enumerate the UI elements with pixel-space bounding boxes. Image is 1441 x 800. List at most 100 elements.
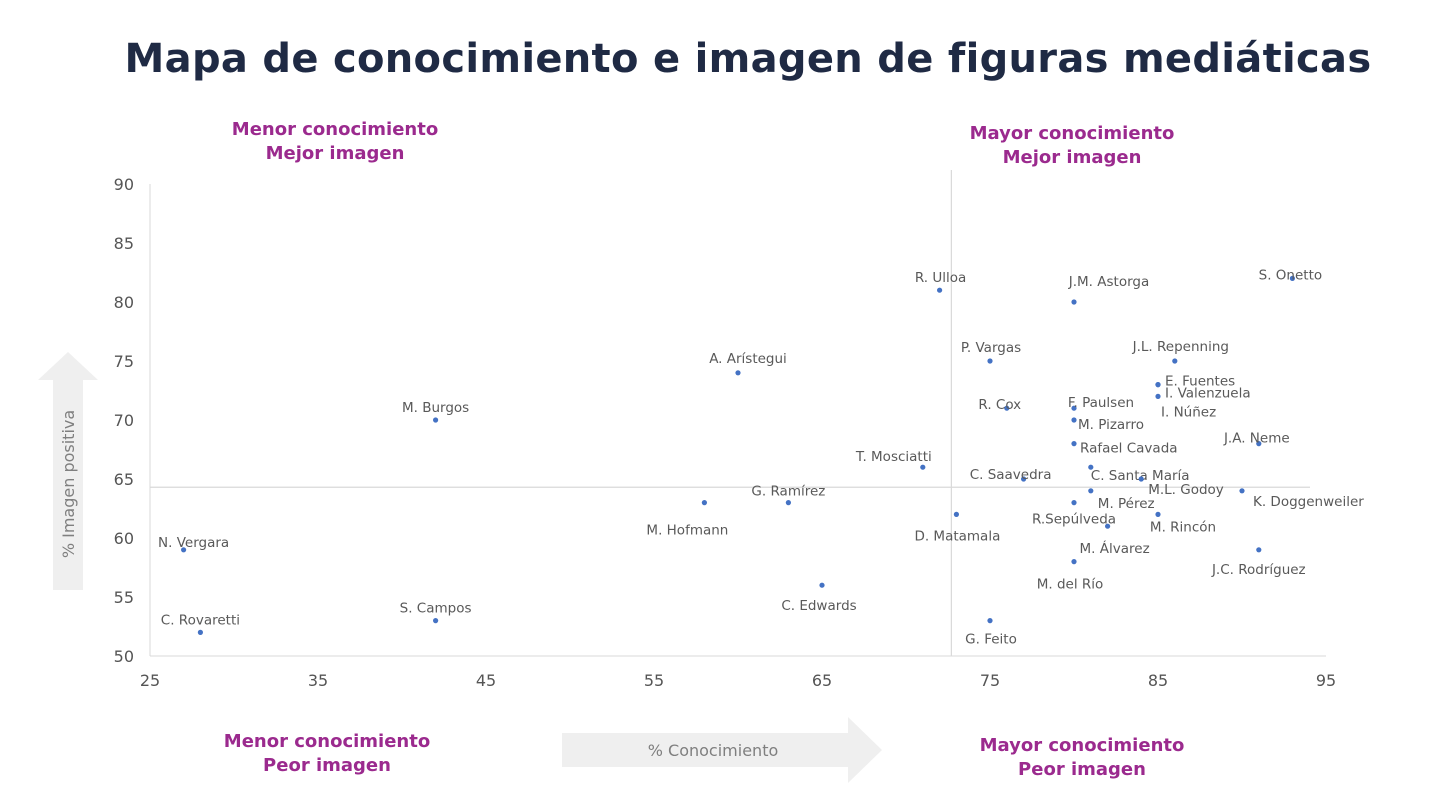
data-point: F. Paulsen <box>1068 395 1134 411</box>
point-marker <box>735 370 741 376</box>
y-tick-label: 55 <box>114 588 134 607</box>
quadrant-line: Menor conocimiento <box>223 731 431 752</box>
quadrant-line: Mayor conocimiento <box>979 735 1185 756</box>
point-label: S. Campos <box>400 601 472 617</box>
point-label: I. Valenzuela <box>1165 386 1251 402</box>
data-point: M. del Río <box>1037 559 1104 593</box>
point-marker <box>1088 488 1094 494</box>
data-point: R. Ulloa <box>915 270 966 293</box>
point-marker <box>920 464 926 470</box>
data-point: A. Arístegui <box>709 351 787 376</box>
point-label: E. Fuentes <box>1165 374 1235 390</box>
data-point: M.L. Godoy <box>1138 476 1224 498</box>
quadrant-label-top-left: Menor conocimiento Mejor imagen <box>200 118 470 166</box>
point-marker <box>1256 441 1262 447</box>
quadrant-label-top-right: Mayor conocimiento Mejor imagen <box>937 122 1207 170</box>
point-marker <box>1155 382 1161 388</box>
point-label: I. Núñez <box>1161 404 1216 420</box>
point-label: G. Ramírez <box>751 484 825 500</box>
point-marker <box>937 287 943 293</box>
x-tick-label: 75 <box>980 671 1000 690</box>
x-tick-label: 65 <box>812 671 832 690</box>
point-label: A. Arístegui <box>709 351 787 367</box>
data-point: P. Vargas <box>961 340 1021 364</box>
point-label: D. Matamala <box>914 528 1000 544</box>
point-marker <box>181 547 187 553</box>
point-marker <box>1071 441 1077 447</box>
data-point: I. Valenzuela <box>1155 382 1251 402</box>
data-point: M. Pizarro <box>1071 417 1144 433</box>
point-label: R.Sepúlveda <box>1032 512 1116 528</box>
quadrant-line: Mayor conocimiento <box>969 123 1175 144</box>
point-marker <box>701 500 708 506</box>
data-point: R.Sepúlveda <box>1032 500 1116 528</box>
y-tick-label: 85 <box>114 234 134 253</box>
x-tick-label: 55 <box>644 671 664 690</box>
y-tick-label: 90 <box>114 175 134 194</box>
point-label: M. Pizarro <box>1078 417 1144 433</box>
point-label: C. Saavedra <box>970 467 1052 483</box>
data-point: M. Burgos <box>402 400 469 423</box>
point-marker <box>953 511 960 517</box>
y-tick-label: 70 <box>114 411 134 430</box>
point-label: K. Doggenweiler <box>1253 494 1364 510</box>
data-point: J.C. Rodríguez <box>1211 547 1306 578</box>
point-label: J.M. Astorga <box>1068 274 1149 290</box>
point-label: G. Feito <box>965 632 1017 648</box>
point-marker <box>1088 464 1094 470</box>
point-marker <box>1239 488 1245 494</box>
data-point: N. Vergara <box>158 535 229 553</box>
point-label: C. Edwards <box>781 598 856 614</box>
data-point: J.A. Neme <box>1223 431 1290 447</box>
point-marker <box>1155 511 1161 517</box>
data-point: D. Matamala <box>914 511 1000 544</box>
y-tick-label: 65 <box>114 470 134 489</box>
y-axis-label: % Imagen positiva <box>59 410 78 558</box>
data-point: J.L. Repenning <box>1132 339 1229 364</box>
x-tick-label: 85 <box>1148 671 1168 690</box>
point-label: M. Álvarez <box>1080 540 1150 557</box>
point-marker <box>1105 523 1111 529</box>
quadrant-label-bottom-right: Mayor conocimiento Peor imagen <box>947 734 1217 782</box>
point-label: R. Ulloa <box>915 270 966 286</box>
x-tick-label: 25 <box>140 671 160 690</box>
point-label: S. Onetto <box>1259 267 1323 283</box>
point-label: F. Paulsen <box>1068 395 1134 411</box>
point-marker <box>1071 500 1077 506</box>
point-label: N. Vergara <box>158 535 229 551</box>
point-label: Rafael Cavada <box>1080 441 1178 457</box>
data-point: G. Ramírez <box>751 484 825 506</box>
x-tick-label: 95 <box>1316 671 1336 690</box>
point-label: M. Hofmann <box>646 523 728 539</box>
x-tick-label: 35 <box>308 671 328 690</box>
point-marker <box>1155 393 1161 399</box>
point-label: C. Santa María <box>1091 468 1190 484</box>
point-label: T. Mosciatti <box>855 449 932 465</box>
point-label: J.A. Neme <box>1223 431 1290 447</box>
data-point: S. Campos <box>400 601 472 624</box>
point-marker <box>1256 547 1262 553</box>
data-point: Rafael Cavada <box>1071 441 1178 457</box>
point-label: M. del Río <box>1037 577 1104 593</box>
x-tick-label: 45 <box>476 671 496 690</box>
point-marker <box>785 500 792 506</box>
data-point: M. Álvarez <box>1080 523 1150 557</box>
point-marker <box>433 417 439 423</box>
data-point: S. Onetto <box>1259 267 1323 283</box>
point-marker <box>819 582 825 588</box>
point-marker <box>1289 275 1295 281</box>
data-point: M. Pérez <box>1088 488 1155 512</box>
point-label: P. Vargas <box>961 340 1021 356</box>
point-marker <box>433 618 439 624</box>
point-label: J.C. Rodríguez <box>1211 562 1306 578</box>
data-point: G. Feito <box>965 618 1017 648</box>
point-label: M. Pérez <box>1098 496 1155 512</box>
data-point: C. Santa María <box>1088 464 1190 484</box>
point-marker <box>1071 299 1077 305</box>
point-label: M. Rincón <box>1150 519 1216 535</box>
quadrant-line: Peor imagen <box>1018 759 1146 780</box>
y-axis-arrow <box>38 352 98 590</box>
quadrant-label-bottom-left: Menor conocimiento Peor imagen <box>192 730 462 778</box>
y-tick-label: 75 <box>114 352 134 371</box>
